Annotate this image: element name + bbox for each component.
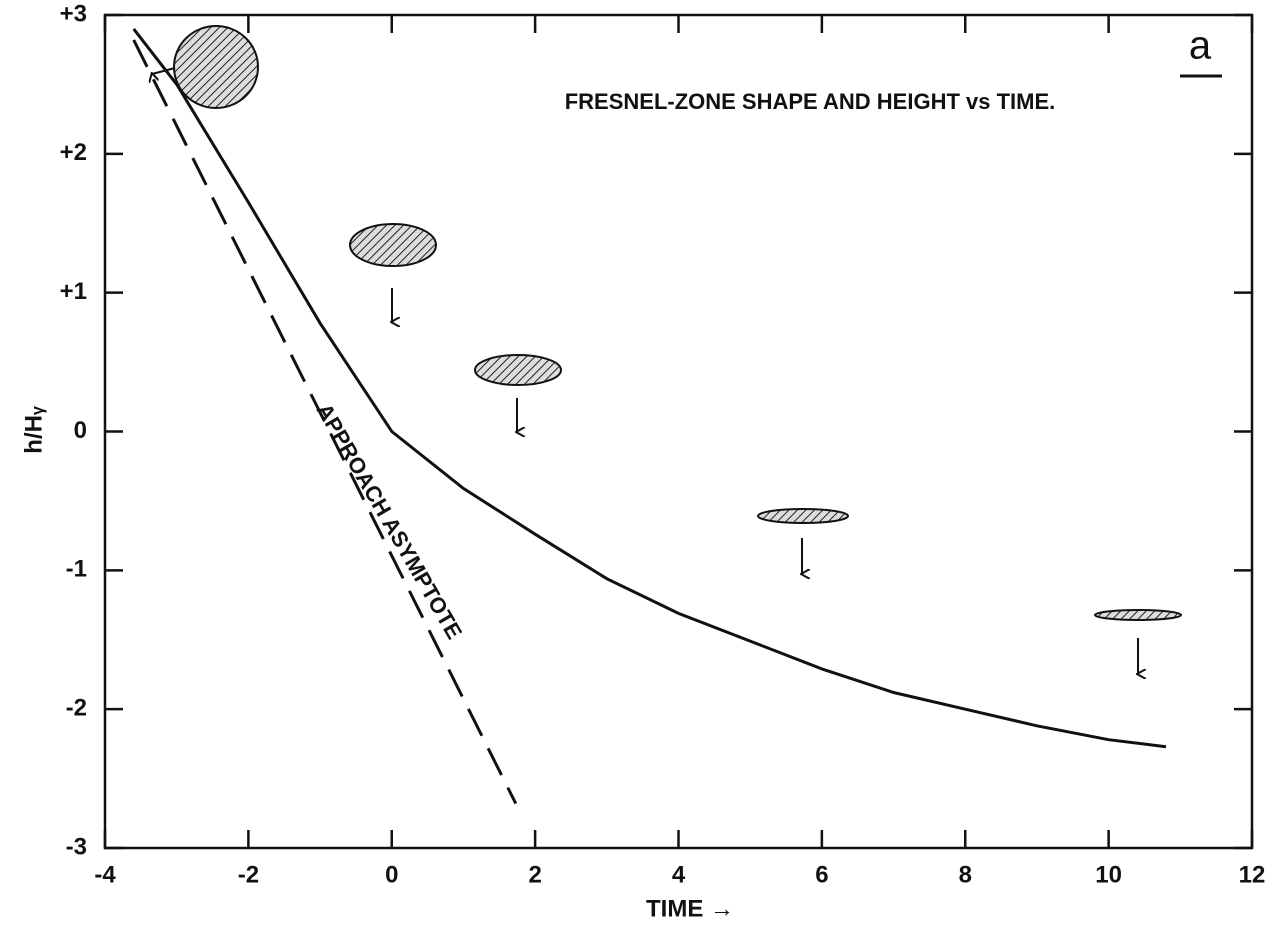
plot-frame <box>103 13 1254 850</box>
y-tick-label: -1 <box>66 556 87 583</box>
fresnel-zones <box>152 25 1182 674</box>
zone-shape <box>474 354 562 386</box>
data-line <box>132 39 518 805</box>
x-tick-label: 8 <box>959 861 972 888</box>
asymptote-label: APPROACH ASYMPTOTE <box>312 399 468 643</box>
x-tick-label: 10 <box>1095 861 1122 888</box>
zone-shape <box>173 25 259 109</box>
y-tick-label: 0 <box>74 417 87 444</box>
zone-shape <box>349 223 437 267</box>
x-tick-label: -4 <box>94 861 116 888</box>
x-tick-label: 0 <box>385 861 398 888</box>
y-tick-label: -3 <box>66 833 87 860</box>
chart-title: FRESNEL-ZONE SHAPE AND HEIGHT vs TIME. <box>565 89 1056 114</box>
zone-shape <box>1094 609 1182 621</box>
y-tick-label: +2 <box>60 139 87 166</box>
y-tick-label: -2 <box>66 695 87 722</box>
y-axis-label: h/Hᵧ <box>20 406 47 454</box>
x-tick-label: 6 <box>815 861 828 888</box>
y-tick-label: +1 <box>60 278 87 305</box>
zone-arrow <box>152 67 176 74</box>
x-tick-label: 12 <box>1239 861 1266 888</box>
x-tick-label: -2 <box>238 861 259 888</box>
y-tick-label: +3 <box>60 0 87 27</box>
panel-label: a <box>1189 24 1212 68</box>
x-tick-label: 2 <box>528 861 541 888</box>
zone-shape <box>757 508 849 524</box>
x-tick-label: 4 <box>672 861 686 888</box>
x-axis-label: TIME → <box>646 895 734 922</box>
data-line <box>132 27 1167 749</box>
